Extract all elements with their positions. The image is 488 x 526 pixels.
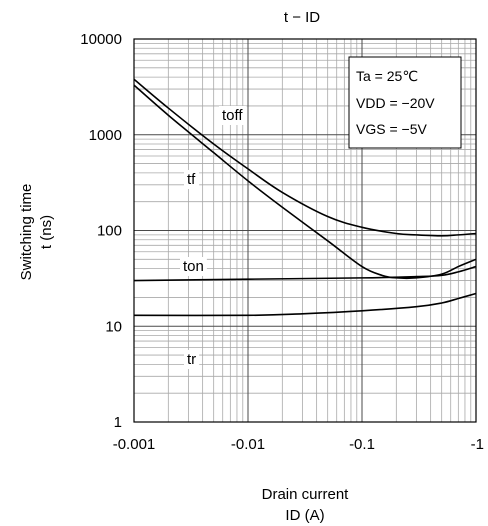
conditions-box-frame bbox=[348, 56, 462, 149]
x-tick-label: -1 bbox=[471, 436, 484, 453]
curve-label-bg-tf bbox=[184, 170, 200, 189]
curve-label-tr: tr bbox=[187, 351, 196, 368]
curve-label-bg-ton bbox=[180, 257, 207, 276]
condition-vdd: VDD = −20V bbox=[356, 95, 435, 111]
series-line-ton bbox=[133, 265, 477, 282]
condition-vgs: VGS = −5V bbox=[356, 121, 427, 137]
y-tick-label: 1 bbox=[114, 414, 122, 431]
curve-label-toff: toff bbox=[222, 107, 243, 124]
y-axis-label-line2: t (ns) bbox=[38, 215, 55, 249]
x-tick-label: -0.1 bbox=[349, 436, 375, 453]
x-axis-label-line2: ID (A) bbox=[285, 507, 324, 524]
y-tick-label: 100 bbox=[97, 223, 122, 240]
y-tick-label: 10 bbox=[105, 318, 122, 335]
chart-title: t − ID bbox=[284, 9, 320, 26]
plot-frame bbox=[133, 38, 477, 423]
series-line-toff bbox=[133, 78, 477, 237]
axis-ticks: -0.001 -0.01 -0.1 -1 1 10 100 1000 10000 bbox=[80, 31, 484, 453]
y-tick-label: 1000 bbox=[89, 127, 122, 144]
curve-labels: toff tf ton tr bbox=[180, 106, 247, 369]
plot-series bbox=[133, 78, 477, 317]
curve-label-bg-tr bbox=[184, 350, 200, 369]
y-axis-label-line1: Switching time bbox=[18, 184, 35, 281]
curve-label-tf: tf bbox=[187, 171, 196, 188]
condition-ta: Ta = 25℃ bbox=[356, 68, 418, 84]
conditions-box: Ta = 25℃ VDD = −20V VGS = −5V bbox=[348, 56, 462, 149]
curve-label-ton: ton bbox=[183, 258, 204, 275]
x-axis-label-line1: Drain current bbox=[262, 486, 350, 503]
x-tick-label: -0.001 bbox=[113, 436, 156, 453]
x-tick-label: -0.01 bbox=[231, 436, 265, 453]
y-tick-label: 10000 bbox=[80, 31, 122, 48]
series-line-tf bbox=[133, 84, 477, 280]
series-line-tr bbox=[133, 292, 477, 317]
curve-label-bg-toff bbox=[219, 106, 247, 125]
